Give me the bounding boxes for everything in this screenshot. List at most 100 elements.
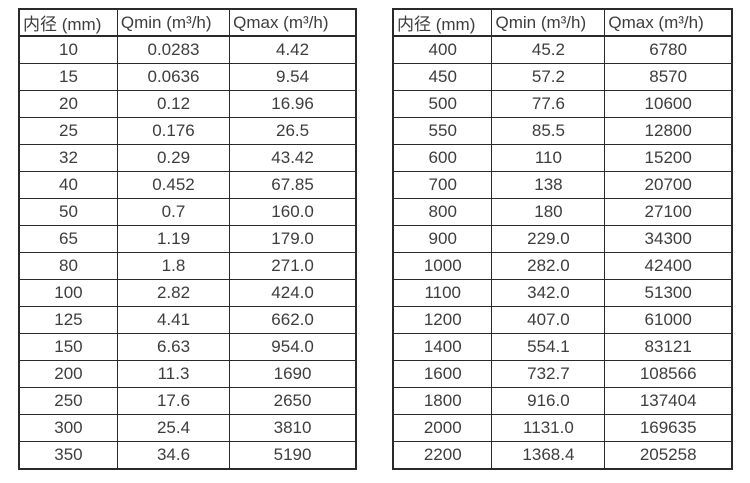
table-cell: 179.0 bbox=[229, 225, 357, 253]
table-cell: 10600 bbox=[604, 90, 733, 118]
table-cell: 10 bbox=[18, 35, 118, 64]
table-cell: 45.2 bbox=[491, 35, 606, 64]
table-cell: 8570 bbox=[604, 63, 733, 91]
table-cell: 50 bbox=[18, 198, 118, 226]
table-row: 80 1.8 271.0 bbox=[18, 252, 357, 280]
column-header-diameter: 内径 (mm) bbox=[18, 8, 118, 37]
table-row: 125 4.41 662.0 bbox=[18, 306, 357, 334]
table-cell: 150 bbox=[18, 333, 118, 361]
table-cell: 0.0283 bbox=[116, 35, 231, 64]
table-cell: 42400 bbox=[604, 252, 733, 280]
table-cell: 0.29 bbox=[116, 144, 231, 172]
table-row: 65 1.19 179.0 bbox=[18, 225, 357, 253]
table-row: 700 138 20700 bbox=[392, 171, 733, 199]
table-row: 1000 282.0 42400 bbox=[392, 252, 733, 280]
table-cell: 169635 bbox=[604, 414, 733, 442]
table-header-row: 内径 (mm) Qmin (m³/h) Qmax (m³/h) bbox=[392, 8, 733, 37]
table-cell: 0.12 bbox=[116, 90, 231, 118]
table-cell: 25.4 bbox=[116, 414, 231, 442]
table-cell: 250 bbox=[18, 387, 118, 415]
table-row: 250 17.6 2650 bbox=[18, 387, 357, 415]
table-row: 50 0.7 160.0 bbox=[18, 198, 357, 226]
table-cell: 282.0 bbox=[491, 252, 606, 280]
table-cell: 2000 bbox=[392, 414, 493, 442]
table-cell: 350 bbox=[18, 441, 118, 470]
table-cell: 34.6 bbox=[116, 441, 231, 470]
table-cell: 108566 bbox=[604, 360, 733, 388]
table-cell: 550 bbox=[392, 117, 493, 145]
table-cell: 1131.0 bbox=[491, 414, 606, 442]
table-cell: 1.19 bbox=[116, 225, 231, 253]
table-cell: 2.82 bbox=[116, 279, 231, 307]
table-row: 450 57.2 8570 bbox=[392, 63, 733, 91]
table-cell: 450 bbox=[392, 63, 493, 91]
table-cell: 6780 bbox=[604, 35, 733, 64]
table-row: 2200 1368.4 205258 bbox=[392, 441, 733, 470]
table-cell: 11.3 bbox=[116, 360, 231, 388]
table-cell: 16.96 bbox=[229, 90, 357, 118]
table-cell: 1.8 bbox=[116, 252, 231, 280]
table-cell: 15200 bbox=[604, 144, 733, 172]
table-cell: 83121 bbox=[604, 333, 733, 361]
table-cell: 125 bbox=[18, 306, 118, 334]
table-cell: 34300 bbox=[604, 225, 733, 253]
table-cell: 342.0 bbox=[491, 279, 606, 307]
table-row: 1800 916.0 137404 bbox=[392, 387, 733, 415]
table-cell: 1690 bbox=[229, 360, 357, 388]
column-header-qmax: Qmax (m³/h) bbox=[229, 8, 357, 37]
table-cell: 400 bbox=[392, 35, 493, 64]
table-cell: 3810 bbox=[229, 414, 357, 442]
table-row: 1200 407.0 61000 bbox=[392, 306, 733, 334]
table-cell: 12800 bbox=[604, 117, 733, 145]
table-cell: 1200 bbox=[392, 306, 493, 334]
table-cell: 27100 bbox=[604, 198, 733, 226]
table-cell: 138 bbox=[491, 171, 606, 199]
table-cell: 67.85 bbox=[229, 171, 357, 199]
table-row: 20 0.12 16.96 bbox=[18, 90, 357, 118]
table-cell: 800 bbox=[392, 198, 493, 226]
table-cell: 1600 bbox=[392, 360, 493, 388]
table-cell: 300 bbox=[18, 414, 118, 442]
table-cell: 80 bbox=[18, 252, 118, 280]
table-cell: 85.5 bbox=[491, 117, 606, 145]
table-cell: 424.0 bbox=[229, 279, 357, 307]
table-cell: 554.1 bbox=[491, 333, 606, 361]
column-header-qmax: Qmax (m³/h) bbox=[604, 8, 733, 37]
table-cell: 1368.4 bbox=[491, 441, 606, 470]
table-cell: 17.6 bbox=[116, 387, 231, 415]
table-row: 32 0.29 43.42 bbox=[18, 144, 357, 172]
table-row: 1400 554.1 83121 bbox=[392, 333, 733, 361]
table-cell: 20 bbox=[18, 90, 118, 118]
table-cell: 271.0 bbox=[229, 252, 357, 280]
table-cell: 137404 bbox=[604, 387, 733, 415]
table-row: 600 110 15200 bbox=[392, 144, 733, 172]
table-cell: 43.42 bbox=[229, 144, 357, 172]
table-cell: 110 bbox=[491, 144, 606, 172]
table-cell: 100 bbox=[18, 279, 118, 307]
table-cell: 1400 bbox=[392, 333, 493, 361]
table-cell: 4.42 bbox=[229, 35, 357, 64]
table-row: 1100 342.0 51300 bbox=[392, 279, 733, 307]
column-header-qmin: Qmin (m³/h) bbox=[491, 8, 606, 37]
table-cell: 51300 bbox=[604, 279, 733, 307]
table-row: 800 180 27100 bbox=[392, 198, 733, 226]
table-cell: 700 bbox=[392, 171, 493, 199]
table-cell: 229.0 bbox=[491, 225, 606, 253]
table-cell: 407.0 bbox=[491, 306, 606, 334]
table-cell: 180 bbox=[491, 198, 606, 226]
table-cell: 61000 bbox=[604, 306, 733, 334]
table-row: 300 25.4 3810 bbox=[18, 414, 357, 442]
table-row: 400 45.2 6780 bbox=[392, 35, 733, 64]
table-cell: 500 bbox=[392, 90, 493, 118]
table-cell: 0.452 bbox=[116, 171, 231, 199]
table-cell: 916.0 bbox=[491, 387, 606, 415]
table-row: 40 0.452 67.85 bbox=[18, 171, 357, 199]
table-row: 15 0.0636 9.54 bbox=[18, 63, 357, 91]
table-cell: 900 bbox=[392, 225, 493, 253]
table-cell: 732.7 bbox=[491, 360, 606, 388]
table-cell: 6.63 bbox=[116, 333, 231, 361]
table-cell: 954.0 bbox=[229, 333, 357, 361]
table-cell: 0.0636 bbox=[116, 63, 231, 91]
table-cell: 1100 bbox=[392, 279, 493, 307]
